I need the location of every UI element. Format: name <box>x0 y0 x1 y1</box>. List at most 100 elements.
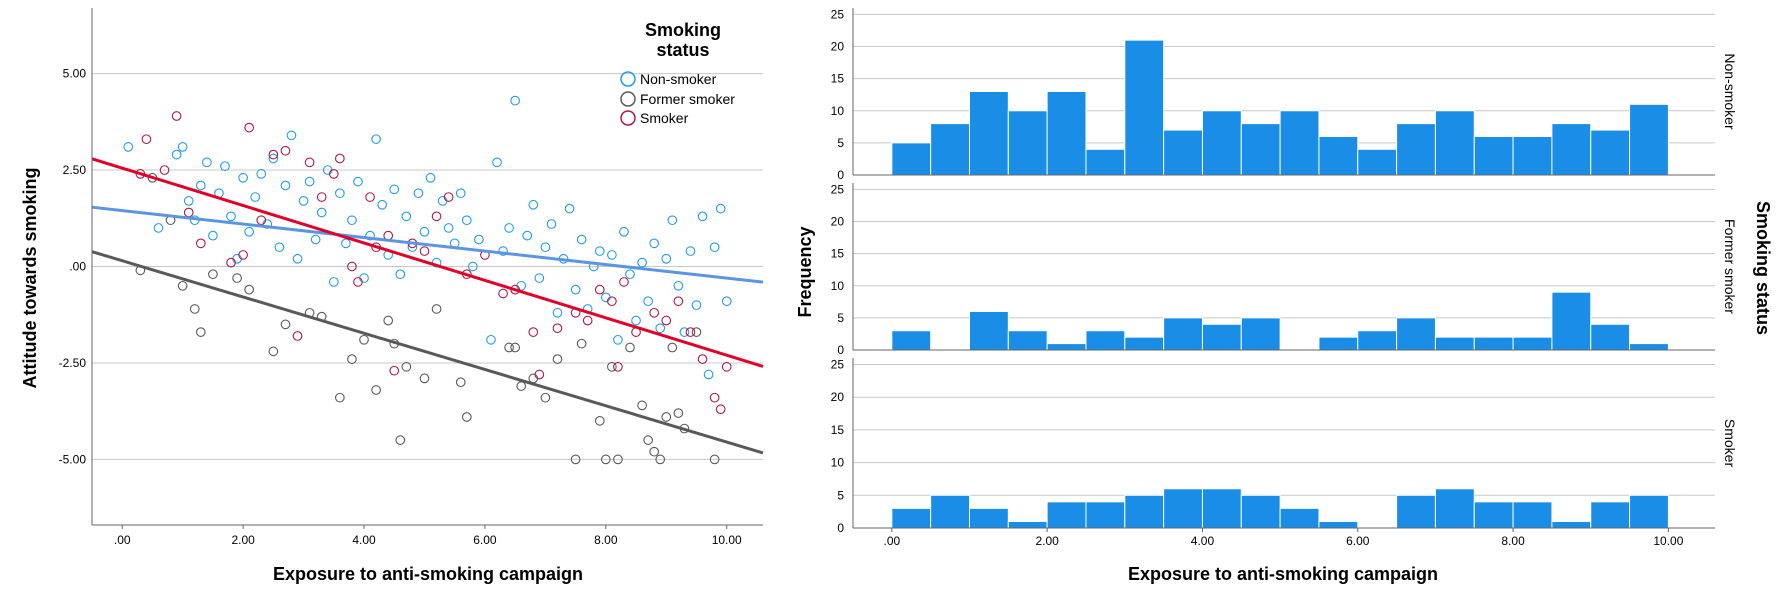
histogram-bar-non-smoker <box>1007 110 1048 176</box>
point-non-smoker <box>474 234 484 245</box>
point-former-smoker <box>510 342 521 353</box>
point-former-smoker <box>552 354 563 364</box>
legend-marker-former-smoker <box>620 91 636 107</box>
histogram-bar-former-smoker <box>1357 330 1398 351</box>
histogram-bar-former-smoker <box>1551 291 1592 351</box>
histogram-bar-former-smoker <box>1085 330 1126 351</box>
fit-line-non-smoker <box>91 205 764 284</box>
point-smoker <box>195 238 206 249</box>
point-non-smoker <box>607 250 617 260</box>
point-non-smoker <box>576 234 587 245</box>
point-smoker <box>334 153 345 164</box>
histogram-bar-non-smoker <box>1473 135 1514 176</box>
point-non-smoker <box>310 234 321 245</box>
point-smoker <box>226 257 236 268</box>
point-smoker <box>268 149 279 160</box>
point-non-smoker <box>328 277 339 287</box>
point-former-smoker <box>189 304 200 314</box>
histogram-bar-non-smoker <box>1163 129 1203 176</box>
point-smoker <box>183 207 194 218</box>
point-former-smoker <box>268 346 279 357</box>
scatter-x-tick-label: .00 <box>114 533 131 547</box>
histogram-bar-non-smoker <box>1357 148 1398 176</box>
point-non-smoker <box>528 199 539 210</box>
point-non-smoker <box>268 153 279 164</box>
point-former-smoker <box>667 342 678 353</box>
histogram-y-tick-label: 15 <box>831 72 845 86</box>
histogram-bar-smoker <box>891 507 932 529</box>
histogram-y-tick-label: 10 <box>831 279 845 293</box>
histogram-y-tick-label: 5 <box>837 311 844 325</box>
point-smoker <box>328 169 339 179</box>
point-non-smoker <box>619 226 629 237</box>
histogram-bar-former-smoker <box>891 330 932 351</box>
point-former-smoker <box>673 408 684 418</box>
point-former-smoker <box>371 385 381 395</box>
point-non-smoker <box>649 238 660 249</box>
point-non-smoker <box>715 203 726 214</box>
point-former-smoker <box>600 454 611 465</box>
point-smoker <box>431 211 442 222</box>
point-non-smoker <box>455 188 466 199</box>
histogram-bar-non-smoker <box>930 123 970 176</box>
scatter-y-tick-label: 5.00 <box>63 67 87 81</box>
legend-title: status <box>656 40 709 60</box>
histogram-bar-non-smoker <box>1590 129 1631 176</box>
point-non-smoker <box>286 130 297 141</box>
point-non-smoker <box>504 223 514 233</box>
point-smoker <box>256 215 267 226</box>
histogram-bar-non-smoker <box>1512 135 1553 176</box>
histogram-bar-smoker <box>1201 488 1242 529</box>
point-non-smoker <box>437 196 448 206</box>
point-non-smoker <box>347 215 357 226</box>
histogram-bar-non-smoker <box>1434 110 1475 176</box>
legend-title: Smoking <box>645 20 721 40</box>
point-former-smoker <box>177 280 188 291</box>
point-non-smoker <box>498 246 508 256</box>
histogram-y-tick-label: 25 <box>831 7 845 21</box>
histogram-bar-smoker <box>1551 520 1592 529</box>
panel-variable-label: Smoking status <box>1753 201 1773 335</box>
point-non-smoker <box>721 296 732 307</box>
scatter-gridlines <box>92 73 763 460</box>
point-non-smoker <box>540 242 551 253</box>
point-smoker <box>347 261 357 272</box>
histogram-x-tick-label: 4.00 <box>1191 534 1215 548</box>
histogram-bar-smoker <box>930 494 970 529</box>
point-non-smoker <box>594 246 605 256</box>
point-non-smoker <box>419 226 430 237</box>
histogram-panel-smoker: 0 5 10 15 20 25 Smoker <box>831 358 1738 535</box>
point-smoker <box>159 165 170 175</box>
point-non-smoker <box>486 334 496 345</box>
histogram-bar-former-smoker <box>1124 336 1165 351</box>
scatter-y-tick-label: -5.00 <box>59 452 87 466</box>
point-non-smoker <box>709 242 720 253</box>
point-former-smoker <box>540 392 551 403</box>
histogram-y-tick-label: 20 <box>831 215 845 229</box>
point-non-smoker <box>371 134 381 145</box>
point-former-smoker <box>643 435 653 445</box>
point-non-smoker <box>171 149 182 160</box>
scatter-x-tick-labels: .00 2.00 4.00 6.00 8.00 10.00 <box>114 525 742 547</box>
histogram-bar-former-smoker <box>1163 317 1203 351</box>
point-former-smoker <box>208 269 218 280</box>
point-non-smoker <box>250 192 261 202</box>
histogram-bar-non-smoker <box>1046 91 1087 176</box>
scatter-x-tick-label: 2.00 <box>231 533 255 547</box>
point-smoker <box>709 392 720 403</box>
point-non-smoker <box>467 261 478 272</box>
point-smoker <box>673 296 684 307</box>
histogram-bar-non-smoker <box>1085 148 1126 176</box>
scatter-y-tick-label: .00 <box>69 260 86 274</box>
point-non-smoker <box>280 180 291 191</box>
point-former-smoker <box>649 446 660 457</box>
point-former-smoker <box>655 454 666 465</box>
point-smoker <box>280 145 291 156</box>
point-smoker <box>649 307 660 318</box>
point-former-smoker <box>570 454 581 465</box>
histogram-bar-non-smoker <box>1240 123 1281 176</box>
histogram-bar-smoker <box>968 507 1009 529</box>
point-non-smoker <box>226 211 236 222</box>
point-former-smoker <box>401 361 412 372</box>
histogram-bar-smoker <box>1473 501 1514 529</box>
